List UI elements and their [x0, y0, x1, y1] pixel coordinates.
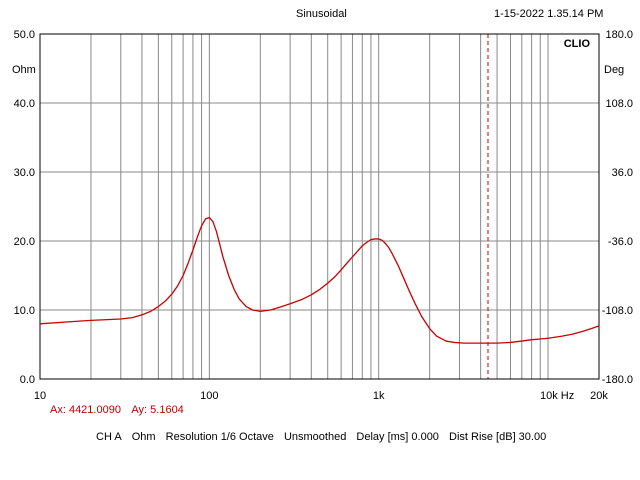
- impedance-curve: [39, 216, 600, 344]
- measurement-datetime: 1-15-2022 1.35.14 PM: [494, 8, 604, 20]
- x-tick-label: 10k Hz: [540, 390, 574, 402]
- y-left-tick-label: 40.0: [14, 98, 35, 110]
- x-tick-label: 100: [200, 390, 218, 402]
- cursor-ay-value: Ay: 5.1604: [131, 404, 184, 416]
- y-right-tick-label: -108.0: [602, 305, 633, 317]
- channel-label: CH A: [96, 431, 122, 443]
- y-right-unit: Deg: [604, 64, 624, 76]
- y-left-tick-label: 30.0: [14, 167, 35, 179]
- y-right-tick-label: 180.0: [605, 29, 633, 41]
- x-tick-label: 20k: [590, 390, 608, 402]
- cursor-ax-value: Ax: 4421.0090: [50, 404, 121, 416]
- unit-label: Ohm: [131, 431, 156, 443]
- delay-label: Delay [ms] 0.000: [356, 431, 439, 443]
- y-left-tick-label: 10.0: [14, 305, 35, 317]
- y-right-tick-label: 36.0: [612, 167, 633, 179]
- measurement-mode: Sinusoidal: [296, 8, 347, 20]
- y-left-tick-label: 20.0: [14, 236, 35, 248]
- measurement-settings: CH A Ohm Resolution 1/6 Octave Unsmoothe…: [96, 431, 553, 443]
- y-left-unit: Ohm: [12, 64, 36, 76]
- smoothing-label: Unsmoothed: [283, 431, 347, 443]
- plot-frame: [39, 33, 600, 380]
- resolution-label: Resolution 1/6 Octave: [165, 431, 274, 443]
- brand-label: CLIO: [564, 38, 591, 50]
- x-tick-label: 10: [34, 390, 46, 402]
- dist-rise-label: Dist Rise [dB] 30.00: [449, 431, 547, 443]
- cursor-readout: Ax: 4421.0090 Ay: 5.1604: [50, 404, 192, 416]
- y-right-tick-label: -180.0: [602, 374, 633, 386]
- y-left-tick-label: 0.0: [20, 374, 35, 386]
- y-right-tick-label: 108.0: [605, 98, 633, 110]
- y-right-tick-label: -36.0: [608, 236, 633, 248]
- x-tick-label: 1k: [373, 390, 385, 402]
- y-left-tick-label: 50.0: [14, 29, 35, 41]
